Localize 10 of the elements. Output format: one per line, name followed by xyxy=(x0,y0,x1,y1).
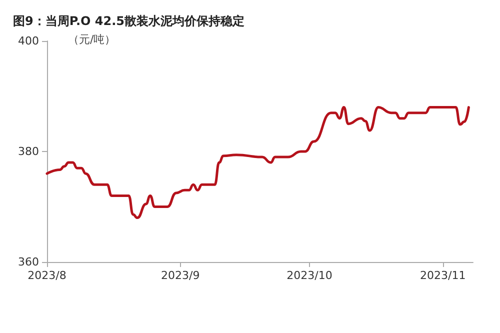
x-tick-label: 2023/9 xyxy=(161,269,200,282)
y-tick-label: 400 xyxy=(18,34,39,48)
y-axis-title: （元/吨） xyxy=(68,33,116,46)
x-tick-label: 2023/11 xyxy=(420,269,466,282)
x-tick-label: 2023/8 xyxy=(28,269,66,282)
line-series xyxy=(46,106,470,220)
y-tick-label: 360 xyxy=(18,256,39,268)
y-tick-label: 380 xyxy=(18,145,39,158)
chart-title: 图9：当周P.O 42.5散装水泥均价保持稳定 xyxy=(13,14,244,28)
x-tick-label: 2023/10 xyxy=(286,269,332,282)
